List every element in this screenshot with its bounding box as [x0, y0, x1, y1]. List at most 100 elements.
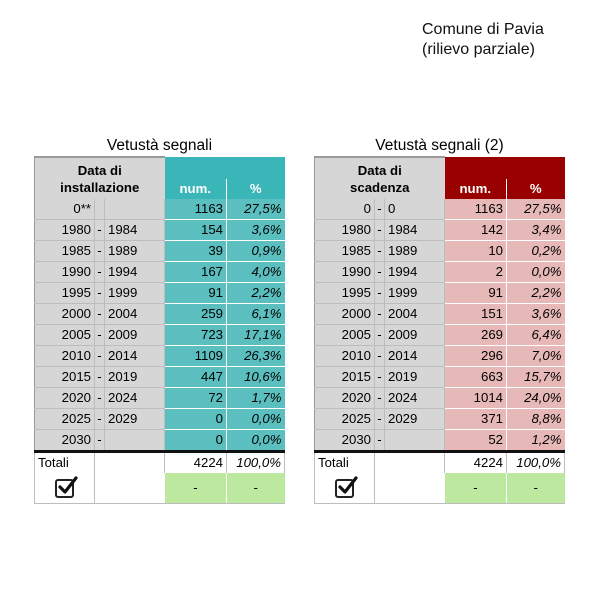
checkbox-checked-icon[interactable]: [335, 476, 358, 498]
right-table-title: Vetustà segnali (2): [375, 137, 504, 154]
year-from: 2005: [314, 324, 375, 346]
percent-cell: 4,0%: [226, 261, 285, 283]
year-separator: -: [374, 387, 385, 409]
date-range-header: Data di installazione: [34, 156, 165, 199]
year-separator: -: [374, 219, 385, 241]
note-survey-scope: (rilievo parziale): [422, 41, 535, 58]
year-from: 1980: [314, 219, 375, 241]
right-table-block: Vetustà segnali (2) Data di scadenza num.%…: [314, 136, 565, 504]
totals-label: Totali: [34, 450, 95, 473]
totals-label: Totali: [314, 450, 375, 473]
percent-cell: 1,7%: [226, 387, 285, 409]
totals-count: 4224: [444, 450, 507, 473]
count-cell: 91: [164, 282, 227, 304]
count-cell: 296: [444, 345, 507, 367]
count-cell: 91: [444, 282, 507, 304]
year-separator: -: [374, 240, 385, 262]
year-to: 2014: [384, 345, 445, 367]
year-separator: -: [94, 345, 105, 367]
year-separator: -: [374, 408, 385, 430]
table-row: 2015-2019 447 10,6%: [34, 366, 285, 388]
year-from: 2030: [34, 429, 95, 452]
totals-blank: [374, 450, 445, 473]
percent-cell: 3,4%: [506, 219, 565, 241]
year-from: 0: [314, 199, 375, 220]
year-to: 1999: [384, 282, 445, 304]
year-from: 1985: [314, 240, 375, 262]
year-separator: -: [94, 219, 105, 241]
year-to: 1989: [104, 240, 165, 262]
percent-cell: 10,6%: [226, 366, 285, 388]
date-header-line2: installazione: [60, 179, 140, 195]
count-cell: 154: [164, 219, 227, 241]
year-from: 1990: [314, 261, 375, 283]
year-separator: -: [94, 366, 105, 388]
year-from: 1985: [34, 240, 95, 262]
year-from: 1995: [314, 282, 375, 304]
table-row: 1990-1994 167 4,0%: [34, 261, 285, 283]
check-row: --: [34, 473, 285, 504]
table-row: 2010-2014 296 7,0%: [314, 345, 565, 367]
year-from: 2000: [314, 303, 375, 325]
year-separator: -: [94, 303, 105, 325]
pct-column-header: %: [506, 179, 565, 199]
year-separator: -: [374, 261, 385, 283]
date-header-line1: Data di: [77, 162, 122, 178]
percent-cell: 15,7%: [506, 366, 565, 388]
table-row: 1995-1999 91 2,2%: [34, 282, 285, 304]
year-to: 2024: [384, 387, 445, 409]
year-to: 1984: [104, 219, 165, 241]
table-row: 2015-2019 663 15,7%: [314, 366, 565, 388]
count-cell: 52: [444, 429, 507, 452]
check-cell: [34, 473, 95, 504]
percent-cell: 3,6%: [506, 303, 565, 325]
year-from: 2005: [34, 324, 95, 346]
count-cell: 0: [164, 429, 227, 452]
table-row: 2020-2024 72 1,7%: [34, 387, 285, 409]
year-separator: -: [94, 261, 105, 283]
installation-age-table: Data di installazione num.% 0** 1163 27,5% 198…: [34, 156, 285, 504]
check-percent-indicator: -: [226, 473, 285, 504]
table-row: 2025-2029 0 0,0%: [34, 408, 285, 430]
year-separator: -: [94, 429, 105, 452]
totals-blank: [94, 450, 165, 473]
percent-cell: 0,9%: [226, 240, 285, 262]
year-to: 2019: [104, 366, 165, 388]
year-to: [104, 429, 165, 452]
note-municipality: Comune di Pavia: [422, 21, 544, 38]
num-column-header: num.: [444, 179, 507, 199]
year-to: 1999: [104, 282, 165, 304]
left-table-title: Vetustà segnali: [106, 137, 213, 154]
count-cell: 10: [444, 240, 507, 262]
count-cell: 2: [444, 261, 507, 283]
table-row: 0** 1163 27,5%: [34, 199, 285, 220]
table-row: 2005-2009 269 6,4%: [314, 324, 565, 346]
year-to: 2029: [104, 408, 165, 430]
percent-cell: 1,2%: [506, 429, 565, 452]
year-from: 2025: [314, 408, 375, 430]
checkbox-checked-icon[interactable]: [55, 476, 78, 498]
table-row: 1990-1994 2 0,0%: [314, 261, 565, 283]
date-header-line1: Data di: [357, 162, 402, 178]
year-from: 2015: [314, 366, 375, 388]
year-from: 1990: [34, 261, 95, 283]
percent-cell: 27,5%: [506, 199, 565, 220]
check-blank: [94, 473, 165, 504]
year-separator: -: [94, 408, 105, 430]
percent-cell: 6,4%: [506, 324, 565, 346]
count-cell: 1163: [164, 199, 227, 220]
percent-cell: 3,6%: [226, 219, 285, 241]
year-from: 1980: [34, 219, 95, 241]
table-row: 1980-1984 154 3,6%: [34, 219, 285, 241]
count-cell: 1109: [164, 345, 227, 367]
percent-cell: 0,2%: [506, 240, 565, 262]
totals-row: Totali 4224 100,0%: [314, 450, 565, 473]
percent-cell: 0,0%: [226, 408, 285, 430]
table-row: 2000-2004 151 3,6%: [314, 303, 565, 325]
percent-cell: 0,0%: [226, 429, 285, 452]
table-row: 2030- 52 1,2%: [314, 429, 565, 452]
header-row: Data di scadenza: [314, 156, 565, 199]
table-row: 2000-2004 259 6,1%: [34, 303, 285, 325]
table-row: 1980-1984 142 3,4%: [314, 219, 565, 241]
year-from: 2010: [314, 345, 375, 367]
